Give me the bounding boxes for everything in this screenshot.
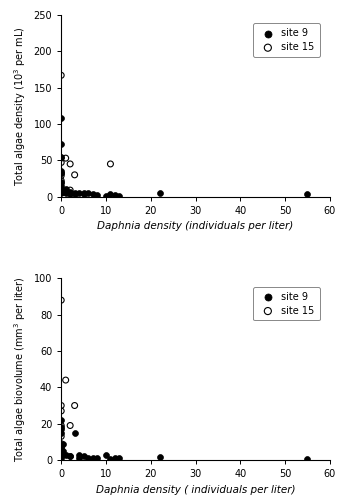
site 9 bbox=[58, 140, 64, 147]
site 15 bbox=[58, 158, 64, 166]
Y-axis label: Total algae density (10$^3$ per mL): Total algae density (10$^3$ per mL) bbox=[12, 26, 28, 186]
site 9 bbox=[157, 189, 163, 197]
site 9 bbox=[58, 167, 64, 175]
site 9 bbox=[108, 455, 113, 463]
site 9 bbox=[58, 429, 64, 437]
site 15 bbox=[67, 422, 73, 430]
site 15 bbox=[58, 445, 64, 453]
site 9 bbox=[117, 192, 122, 200]
site 9 bbox=[305, 190, 310, 198]
site 15 bbox=[63, 376, 68, 384]
site 15 bbox=[58, 440, 64, 448]
site 9 bbox=[90, 190, 95, 198]
site 15 bbox=[58, 176, 64, 184]
site 9 bbox=[81, 189, 86, 197]
site 15 bbox=[58, 402, 64, 409]
site 15 bbox=[63, 154, 68, 162]
site 15 bbox=[58, 72, 64, 80]
site 9 bbox=[63, 186, 68, 194]
site 9 bbox=[61, 447, 66, 455]
site 9 bbox=[61, 187, 66, 195]
Legend: site 9, site 15: site 9, site 15 bbox=[253, 24, 320, 57]
site 9 bbox=[63, 450, 68, 458]
site 15 bbox=[108, 160, 113, 168]
site 9 bbox=[90, 454, 95, 462]
site 15 bbox=[67, 186, 73, 194]
site 9 bbox=[58, 114, 64, 122]
site 9 bbox=[58, 154, 64, 162]
site 9 bbox=[58, 442, 64, 450]
site 9 bbox=[58, 424, 64, 432]
site 9 bbox=[58, 454, 64, 462]
X-axis label: Daphnia density ( individuals per liter): Daphnia density ( individuals per liter) bbox=[96, 484, 295, 494]
site 9 bbox=[157, 454, 163, 462]
site 9 bbox=[67, 188, 73, 196]
site 9 bbox=[61, 188, 66, 196]
site 9 bbox=[94, 454, 100, 462]
site 9 bbox=[81, 190, 86, 198]
site 9 bbox=[103, 192, 109, 200]
site 15 bbox=[72, 402, 77, 409]
site 9 bbox=[112, 191, 118, 199]
site 15 bbox=[58, 432, 64, 440]
site 15 bbox=[58, 422, 64, 430]
site 9 bbox=[76, 454, 82, 462]
site 9 bbox=[67, 452, 73, 460]
site 15 bbox=[72, 171, 77, 179]
site 9 bbox=[58, 416, 64, 424]
site 15 bbox=[58, 172, 64, 179]
site 9 bbox=[81, 452, 86, 460]
site 9 bbox=[72, 429, 77, 437]
site 9 bbox=[67, 190, 73, 198]
site 9 bbox=[112, 454, 118, 462]
site 9 bbox=[76, 189, 82, 197]
X-axis label: Daphnia density (individuals per liter): Daphnia density (individuals per liter) bbox=[97, 221, 294, 231]
Y-axis label: Total algae biovolume (mm$^3$ per liter): Total algae biovolume (mm$^3$ per liter) bbox=[13, 276, 28, 462]
site 9 bbox=[117, 454, 122, 462]
site 9 bbox=[58, 452, 64, 460]
site 9 bbox=[58, 186, 64, 194]
site 9 bbox=[58, 452, 64, 460]
site 9 bbox=[63, 189, 68, 197]
site 9 bbox=[58, 178, 64, 186]
site 9 bbox=[85, 189, 91, 197]
site 9 bbox=[58, 447, 64, 455]
site 9 bbox=[61, 440, 66, 448]
site 9 bbox=[76, 450, 82, 458]
site 9 bbox=[58, 444, 64, 452]
site 9 bbox=[58, 425, 64, 433]
site 15 bbox=[58, 180, 64, 188]
site 9 bbox=[72, 190, 77, 198]
site 9 bbox=[85, 454, 91, 462]
site 15 bbox=[58, 296, 64, 304]
site 9 bbox=[67, 452, 73, 460]
site 9 bbox=[58, 189, 64, 197]
site 9 bbox=[305, 454, 310, 462]
site 9 bbox=[94, 191, 100, 199]
site 9 bbox=[58, 450, 64, 458]
site 15 bbox=[58, 154, 64, 162]
site 15 bbox=[67, 160, 73, 168]
site 15 bbox=[58, 407, 64, 415]
site 9 bbox=[103, 450, 109, 458]
site 15 bbox=[58, 170, 64, 177]
site 9 bbox=[108, 190, 113, 198]
site 9 bbox=[58, 170, 64, 177]
site 9 bbox=[58, 182, 64, 190]
site 9 bbox=[72, 189, 77, 197]
Legend: site 9, site 15: site 9, site 15 bbox=[253, 287, 320, 320]
